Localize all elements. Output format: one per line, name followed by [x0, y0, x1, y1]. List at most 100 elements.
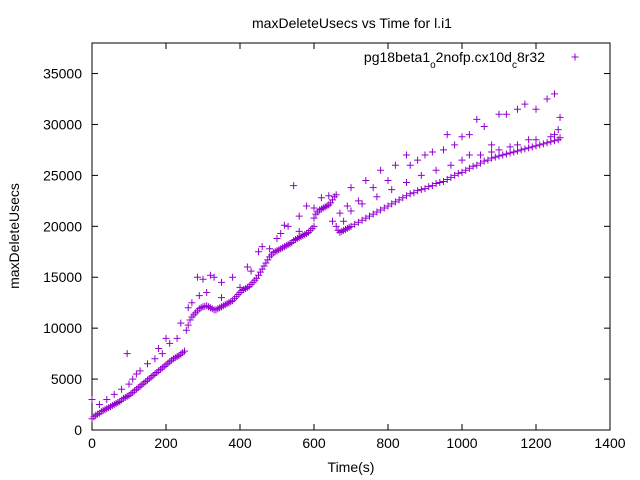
data-point — [177, 319, 185, 327]
data-point — [125, 380, 133, 388]
data-point — [391, 198, 399, 206]
data-point — [310, 214, 318, 222]
data-point — [188, 299, 196, 307]
data-point — [138, 381, 146, 389]
data-point — [354, 197, 362, 205]
data-point — [162, 361, 170, 369]
data-point — [303, 202, 311, 210]
data-point — [443, 131, 451, 139]
data-point — [284, 222, 292, 230]
data-point — [495, 110, 503, 118]
data-point — [162, 334, 170, 342]
data-point — [247, 267, 255, 275]
data-point — [186, 316, 194, 324]
data-point — [182, 326, 190, 334]
data-point — [443, 175, 451, 183]
chart-title: maxDeleteUsecs vs Time for l.i1 — [252, 15, 452, 31]
data-point — [403, 179, 410, 187]
data-point — [488, 148, 496, 156]
data-point — [480, 157, 488, 165]
data-point — [184, 304, 192, 312]
x-tick-label: 400 — [228, 435, 252, 451]
data-point — [506, 143, 514, 151]
data-point — [521, 100, 529, 108]
data-point — [451, 171, 459, 179]
data-point — [256, 268, 264, 276]
data-point — [277, 229, 285, 237]
data-point — [543, 139, 551, 147]
data-point — [514, 141, 521, 149]
data-point — [206, 271, 214, 279]
data-point — [469, 162, 477, 170]
data-point — [484, 156, 492, 164]
data-point — [243, 263, 251, 271]
data-point — [136, 382, 144, 390]
data-point — [332, 191, 340, 199]
data-point — [151, 355, 159, 363]
data-point — [229, 273, 237, 281]
data-point — [310, 204, 318, 212]
data-point — [447, 173, 455, 181]
data-point — [454, 169, 462, 177]
data-point — [149, 372, 157, 380]
data-point — [132, 370, 140, 378]
data-point — [388, 200, 396, 208]
data-point — [480, 123, 488, 131]
data-point — [543, 95, 551, 103]
data-point — [447, 161, 455, 169]
data-point — [551, 131, 558, 139]
data-point — [458, 133, 466, 141]
data-point — [195, 292, 203, 300]
y-tick-label: 35000 — [43, 66, 82, 82]
data-point — [410, 189, 418, 197]
y-tick-label: 20000 — [43, 218, 82, 234]
data-point — [266, 245, 274, 253]
data-point — [193, 273, 201, 281]
data-point — [528, 143, 536, 151]
x-tick-label: 200 — [154, 435, 178, 451]
legend-marker — [571, 53, 579, 61]
data-point — [451, 141, 459, 149]
data-point — [477, 159, 484, 167]
data-point — [517, 146, 525, 154]
data-point — [362, 176, 370, 184]
y-tick-label: 0 — [74, 422, 82, 438]
data-point — [95, 401, 103, 409]
data-point — [358, 200, 366, 208]
data-point — [144, 376, 151, 384]
data-point — [347, 184, 355, 192]
data-point — [164, 359, 172, 367]
data-point — [380, 204, 388, 212]
data-point — [525, 144, 533, 152]
data-point — [131, 387, 139, 395]
data-point — [255, 248, 262, 256]
data-point — [373, 193, 381, 201]
data-point — [118, 385, 126, 393]
data-point — [295, 227, 303, 235]
data-point — [465, 131, 473, 139]
data-point — [432, 180, 440, 188]
data-point — [155, 367, 163, 375]
data-point — [369, 184, 377, 192]
legend-label-subscript: c — [512, 60, 517, 71]
data-point — [436, 179, 444, 187]
legend-label: pg18beta1o2nofp.cx10dc8r32 — [364, 49, 545, 71]
data-point — [384, 202, 392, 210]
data-point — [366, 212, 373, 220]
data-point — [142, 378, 150, 386]
legend: pg18beta1o2nofp.cx10dc8r32 — [364, 49, 579, 71]
y-tick-label: 15000 — [43, 269, 82, 285]
data-point — [465, 164, 473, 172]
data-point — [343, 202, 351, 210]
data-point — [155, 345, 163, 353]
data-point — [428, 148, 436, 156]
data-point — [358, 216, 366, 224]
data-point — [532, 142, 540, 150]
data-point — [502, 150, 510, 158]
data-point — [421, 185, 429, 193]
data-point — [491, 153, 499, 161]
data-point — [290, 182, 298, 190]
data-point — [532, 105, 540, 113]
data-point — [488, 141, 496, 149]
data-point — [362, 214, 370, 222]
